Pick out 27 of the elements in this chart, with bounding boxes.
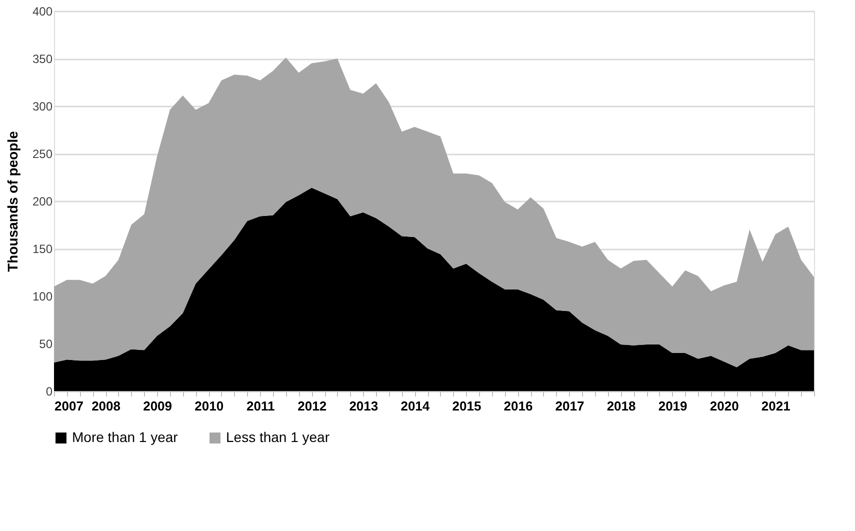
y-tick-label: 300 (32, 100, 53, 114)
x-tick-label: 2007 (54, 398, 84, 414)
y-tick-label: 0 (46, 384, 53, 398)
y-tick-label: 150 (32, 242, 53, 256)
x-tick-label: 2011 (246, 398, 275, 414)
x-tick-label: 2019 (658, 398, 688, 414)
y-tick-label: 50 (39, 337, 53, 351)
x-tick-label: 2016 (504, 398, 533, 414)
x-tick-label: 2021 (761, 398, 790, 414)
y-tick-label: 100 (32, 290, 53, 304)
x-tick-label: 2018 (606, 398, 636, 414)
x-tick-label: 2015 (452, 398, 482, 414)
x-tick-label: 2013 (349, 398, 378, 414)
x-tick-label: 2008 (92, 398, 120, 414)
x-tick-label: 2012 (298, 398, 327, 414)
x-tick-label: 2009 (143, 398, 172, 414)
y-tick-label: 250 (32, 147, 53, 161)
legend-label: Less than 1 year (226, 429, 330, 445)
x-tick-label: 2020 (710, 398, 739, 414)
y-tick-label: 350 (32, 52, 53, 66)
legend-label: More than 1 year (72, 429, 178, 445)
x-tick-label: 2017 (555, 398, 584, 414)
y-axis-title: Thousands of people (4, 130, 20, 272)
y-tick-label: 400 (32, 4, 53, 18)
x-tick-label: 2010 (194, 398, 224, 414)
y-tick-label: 200 (32, 194, 53, 208)
x-tick-label: 2014 (400, 398, 430, 414)
